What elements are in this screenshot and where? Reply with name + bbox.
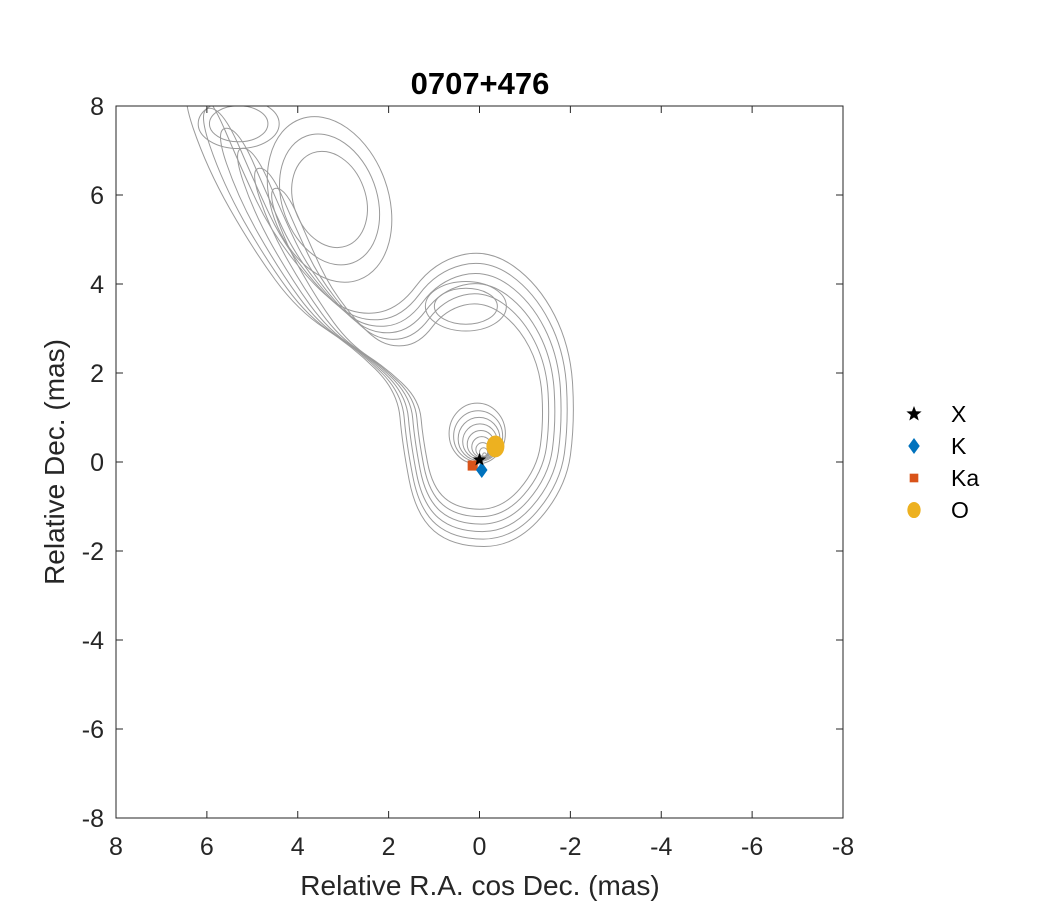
- contour-line: [237, 147, 556, 525]
- y-axis-label: Relative Dec. (mas): [39, 339, 70, 585]
- contour-line: [291, 150, 368, 249]
- axis-ticks: [115, 105, 844, 819]
- contour-line: [254, 167, 550, 518]
- contour-map: [186, 106, 574, 548]
- y-tick-labels: 8 6 4 2 0 -2 -4 -6 -8: [82, 93, 104, 833]
- y-tick-label: -4: [82, 627, 104, 655]
- legend-label: O: [951, 497, 969, 523]
- y-tick-label: 8: [90, 93, 104, 121]
- k-marker: [908, 438, 920, 454]
- legend-label: Ka: [951, 465, 979, 491]
- y-tick-label: -2: [82, 538, 104, 566]
- x-tick-label: -2: [559, 833, 581, 861]
- contour-line: [266, 116, 393, 283]
- y-tick-label: 2: [90, 360, 104, 388]
- contour-line: [203, 107, 568, 540]
- y-tick-label: -6: [82, 716, 104, 744]
- x-axis-label: Relative R.A. cos Dec. (mas): [300, 870, 659, 901]
- x-tick-label: -8: [832, 833, 854, 861]
- contour-line: [482, 452, 487, 458]
- x-marker: [472, 452, 487, 466]
- x-tick-label: 4: [291, 833, 305, 861]
- legend: XK Ka O: [906, 401, 979, 523]
- contour-line: [208, 106, 269, 143]
- legend-item: O: [907, 497, 969, 523]
- legend-label: X: [951, 401, 966, 427]
- x-tick-label: 2: [382, 833, 396, 861]
- x-tick-label: -6: [741, 833, 763, 861]
- legend-label: K: [951, 433, 967, 459]
- data-markers: [467, 435, 505, 479]
- o-marker: [907, 501, 921, 519]
- contour-line: [424, 281, 507, 332]
- k-marker: [476, 462, 488, 479]
- contour-line: [220, 127, 562, 533]
- x-tick-label: -4: [650, 833, 672, 861]
- contour-line: [433, 287, 498, 325]
- x-tick-labels: 8 6 4 2 0 -2 -4 -6 -8: [109, 833, 854, 861]
- legend-item: X: [906, 401, 966, 427]
- y-tick-label: 4: [90, 271, 104, 299]
- contour-line: [271, 187, 544, 510]
- contour-line: [186, 106, 574, 548]
- x-marker: [906, 406, 922, 421]
- x-tick-label: 8: [109, 833, 123, 861]
- x-tick-label: 0: [473, 833, 487, 861]
- x-tick-label: 6: [200, 833, 214, 861]
- ka-marker: [909, 473, 919, 483]
- o-marker: [486, 435, 505, 458]
- contour-line: [279, 133, 381, 266]
- contour-line: [197, 106, 280, 150]
- y-tick-label: 6: [90, 182, 104, 210]
- ka-marker: [467, 460, 478, 471]
- legend-item: Ka: [909, 465, 979, 491]
- y-tick-label: 0: [90, 449, 104, 477]
- legend-item: K: [908, 433, 967, 459]
- chart-title: 0707+476: [411, 66, 550, 101]
- y-tick-label: -8: [82, 805, 104, 833]
